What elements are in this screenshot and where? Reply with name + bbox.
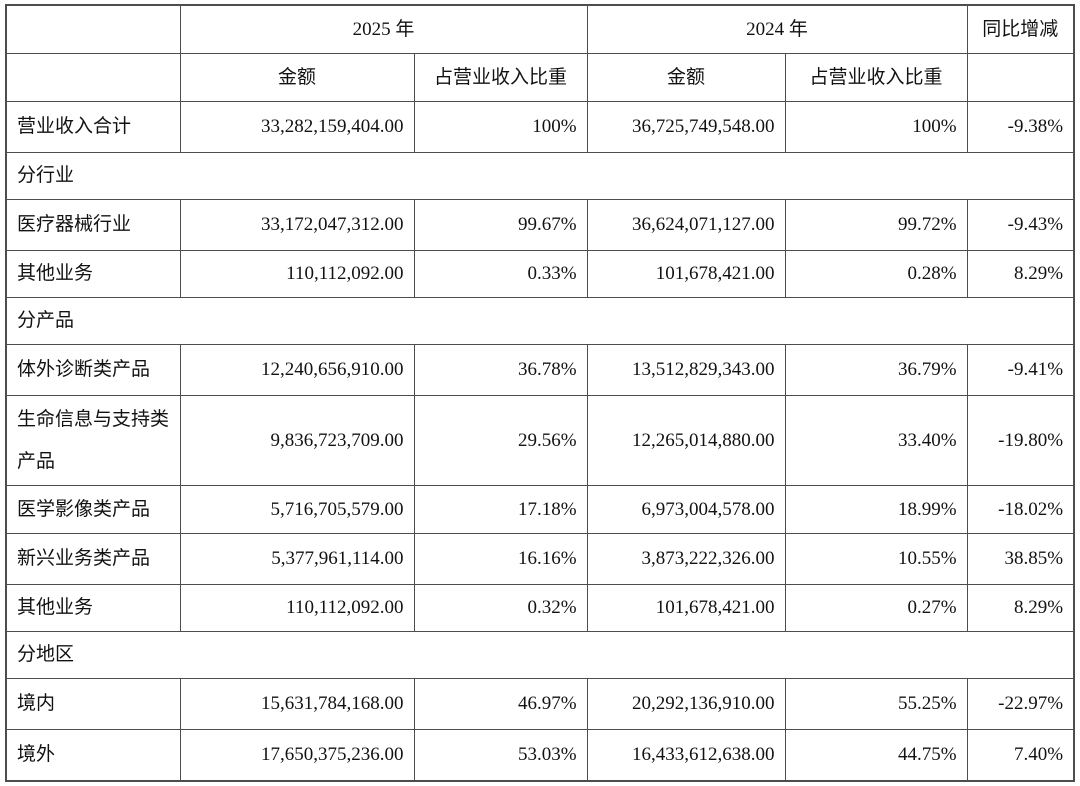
ratio-2025-cell: 99.67%	[413, 198, 588, 252]
ratio-2024-cell: 18.99%	[784, 485, 968, 534]
section-row-product: 分产品	[5, 297, 1075, 345]
ratio-2024-cell: 36.79%	[784, 343, 968, 397]
ratio-2025-cell: 46.97%	[413, 677, 588, 731]
row-label: 医疗器械行业	[5, 198, 181, 252]
amount-2025-cell: 15,631,784,168.00	[179, 677, 415, 731]
amount-2025-cell: 9,836,723,709.00	[179, 395, 415, 487]
yoy-cell: -9.41%	[966, 343, 1075, 397]
amount-2024-cell: 101,678,421.00	[586, 250, 786, 299]
amount-2024-cell: 101,678,421.00	[586, 584, 786, 633]
revenue-breakdown-table: 2025 年 2024 年 同比增减 金额 占营业收入比重 金额 占营业收入比重…	[5, 4, 1076, 782]
ratio-2025-cell: 53.03%	[413, 729, 588, 782]
ratio-2024-cell: 99.72%	[784, 198, 968, 252]
yoy-cell: -9.43%	[966, 198, 1075, 252]
amount-2024-cell: 20,292,136,910.00	[586, 677, 786, 731]
table-row: 医学影像类产品 5,716,705,579.00 17.18% 6,973,00…	[5, 485, 1075, 534]
section-row-region: 分地区	[5, 631, 1075, 679]
ratio-header-2025: 占营业收入比重	[413, 52, 588, 103]
yoy-cell: 38.85%	[966, 532, 1075, 586]
amount-2024-cell: 13,512,829,343.00	[586, 343, 786, 397]
ratio-2024-cell: 0.28%	[784, 250, 968, 299]
ratio-2025-cell: 17.18%	[413, 485, 588, 534]
ratio-2025-cell: 0.33%	[413, 250, 588, 299]
yoy-subheader-empty	[966, 52, 1075, 103]
ratio-2025-cell: 29.56%	[413, 395, 588, 487]
amount-2025-cell: 5,377,961,114.00	[179, 532, 415, 586]
amount-2025-cell: 33,172,047,312.00	[179, 198, 415, 252]
amount-2025-cell: 33,282,159,404.00	[179, 101, 415, 154]
amount-2025-cell: 12,240,656,910.00	[179, 343, 415, 397]
row-label: 营业收入合计	[5, 101, 181, 154]
header-row-years: 2025 年 2024 年 同比增减	[5, 4, 1075, 54]
amount-2024-cell: 12,265,014,880.00	[586, 395, 786, 487]
amount-2025-cell: 17,650,375,236.00	[179, 729, 415, 782]
amount-2025-cell: 110,112,092.00	[179, 250, 415, 299]
yoy-cell: 8.29%	[966, 584, 1075, 633]
ratio-2024-cell: 33.40%	[784, 395, 968, 487]
yoy-header: 同比增减	[966, 4, 1075, 54]
yoy-cell: -19.80%	[966, 395, 1075, 487]
ratio-header-2024: 占营业收入比重	[784, 52, 968, 103]
yoy-cell: -22.97%	[966, 677, 1075, 731]
year-2025-header: 2025 年	[179, 4, 588, 54]
row-label: 其他业务	[5, 584, 181, 633]
row-label: 境内	[5, 677, 181, 731]
ratio-2024-cell: 44.75%	[784, 729, 968, 782]
amount-2025-cell: 110,112,092.00	[179, 584, 415, 633]
yoy-cell: 7.40%	[966, 729, 1075, 782]
amount-2024-cell: 36,725,749,548.00	[586, 101, 786, 154]
section-title: 分地区	[5, 631, 1075, 679]
table-row: 医疗器械行业 33,172,047,312.00 99.67% 36,624,0…	[5, 198, 1075, 252]
row-label: 其他业务	[5, 250, 181, 299]
amount-2024-cell: 6,973,004,578.00	[586, 485, 786, 534]
amount-header-2025: 金额	[179, 52, 415, 103]
header-row-measures: 金额 占营业收入比重 金额 占营业收入比重	[5, 52, 1075, 103]
section-row-industry: 分行业	[5, 152, 1075, 200]
amount-header-2024: 金额	[586, 52, 786, 103]
table-row: 境外 17,650,375,236.00 53.03% 16,433,612,6…	[5, 729, 1075, 782]
ratio-2024-cell: 55.25%	[784, 677, 968, 731]
amount-2024-cell: 16,433,612,638.00	[586, 729, 786, 782]
table-row: 新兴业务类产品 5,377,961,114.00 16.16% 3,873,22…	[5, 532, 1075, 586]
table-row: 境内 15,631,784,168.00 46.97% 20,292,136,9…	[5, 677, 1075, 731]
ratio-2025-cell: 36.78%	[413, 343, 588, 397]
amount-2024-cell: 3,873,222,326.00	[586, 532, 786, 586]
table-row: 生命信息与支持类产品 9,836,723,709.00 29.56% 12,26…	[5, 395, 1075, 487]
row-label: 境外	[5, 729, 181, 782]
row-label: 医学影像类产品	[5, 485, 181, 534]
table-row: 其他业务 110,112,092.00 0.33% 101,678,421.00…	[5, 250, 1075, 299]
yoy-cell: -18.02%	[966, 485, 1075, 534]
yoy-cell: 8.29%	[966, 250, 1075, 299]
corner-empty-cell-2	[5, 52, 181, 103]
year-2024-header: 2024 年	[586, 4, 968, 54]
row-label: 体外诊断类产品	[5, 343, 181, 397]
row-label: 生命信息与支持类产品	[5, 395, 181, 487]
row-label: 新兴业务类产品	[5, 532, 181, 586]
table-row: 其他业务 110,112,092.00 0.32% 101,678,421.00…	[5, 584, 1075, 633]
yoy-cell: -9.38%	[966, 101, 1075, 154]
ratio-2025-cell: 16.16%	[413, 532, 588, 586]
corner-empty-cell	[5, 4, 181, 54]
ratio-2024-cell: 100%	[784, 101, 968, 154]
ratio-2025-cell: 100%	[413, 101, 588, 154]
ratio-2025-cell: 0.32%	[413, 584, 588, 633]
amount-2024-cell: 36,624,071,127.00	[586, 198, 786, 252]
table-row-total: 营业收入合计 33,282,159,404.00 100% 36,725,749…	[5, 101, 1075, 154]
ratio-2024-cell: 10.55%	[784, 532, 968, 586]
section-title: 分产品	[5, 297, 1075, 345]
table-row: 体外诊断类产品 12,240,656,910.00 36.78% 13,512,…	[5, 343, 1075, 397]
section-title: 分行业	[5, 152, 1075, 200]
amount-2025-cell: 5,716,705,579.00	[179, 485, 415, 534]
ratio-2024-cell: 0.27%	[784, 584, 968, 633]
